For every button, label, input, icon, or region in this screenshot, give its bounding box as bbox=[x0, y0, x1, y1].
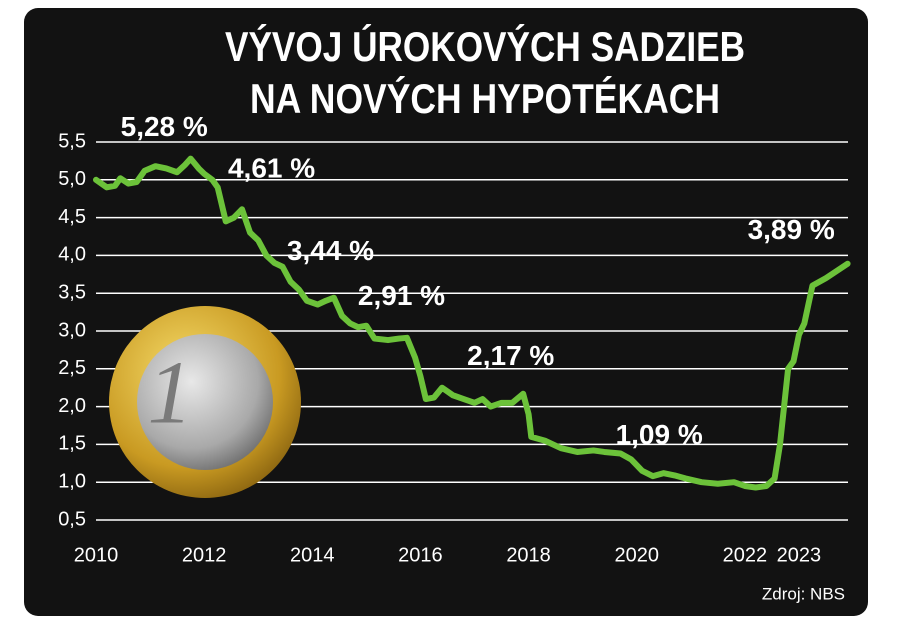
x-tick-label: 2018 bbox=[506, 544, 551, 566]
x-tick-label: 2020 bbox=[614, 544, 659, 566]
x-tick-label: 2014 bbox=[290, 544, 335, 566]
line bbox=[93, 155, 851, 491]
y-tick-label: 4,5 bbox=[58, 206, 86, 228]
y-tick-label: 1,0 bbox=[58, 470, 86, 492]
x-tick-label: 2012 bbox=[182, 544, 227, 566]
annotation: 2,91 % bbox=[358, 280, 445, 311]
annotation: 4,61 % bbox=[228, 153, 315, 184]
coin: 1 bbox=[109, 306, 301, 498]
y-tick-label: 5,0 bbox=[58, 168, 86, 190]
y-tick-label: 3,0 bbox=[58, 319, 86, 341]
y-tick-label: 2,0 bbox=[58, 395, 86, 417]
annotation: 3,44 % bbox=[287, 235, 374, 266]
annotation: 5,28 % bbox=[121, 111, 208, 142]
y-tick-label: 1,5 bbox=[58, 433, 86, 455]
annotation: 3,89 % bbox=[748, 214, 835, 245]
x-tick-label: 2022 bbox=[723, 544, 768, 566]
y-tick-label: 0,5 bbox=[58, 508, 86, 530]
x-tick-label: 2016 bbox=[398, 544, 443, 566]
y-tick-label: 5,5 bbox=[58, 130, 86, 152]
source: Zdroj: NBS bbox=[762, 584, 845, 603]
grid bbox=[96, 141, 848, 521]
x-tick-label: 2023 bbox=[777, 544, 822, 566]
x-tick-label: 2010 bbox=[74, 544, 119, 566]
y-tick-label: 4,0 bbox=[58, 244, 86, 266]
chart-title: NA NOVÝCH HYPOTÉKACH bbox=[250, 75, 720, 122]
y-tick-label: 3,5 bbox=[58, 281, 86, 303]
svg-text:1: 1 bbox=[148, 344, 193, 443]
y-tick-label: 2,5 bbox=[58, 357, 86, 379]
annotation: 2,17 % bbox=[467, 340, 554, 371]
annotation: 1,09 % bbox=[616, 419, 703, 450]
chart-title: VÝVOJ ÚROKOVÝCH SADZIEB bbox=[225, 22, 745, 70]
